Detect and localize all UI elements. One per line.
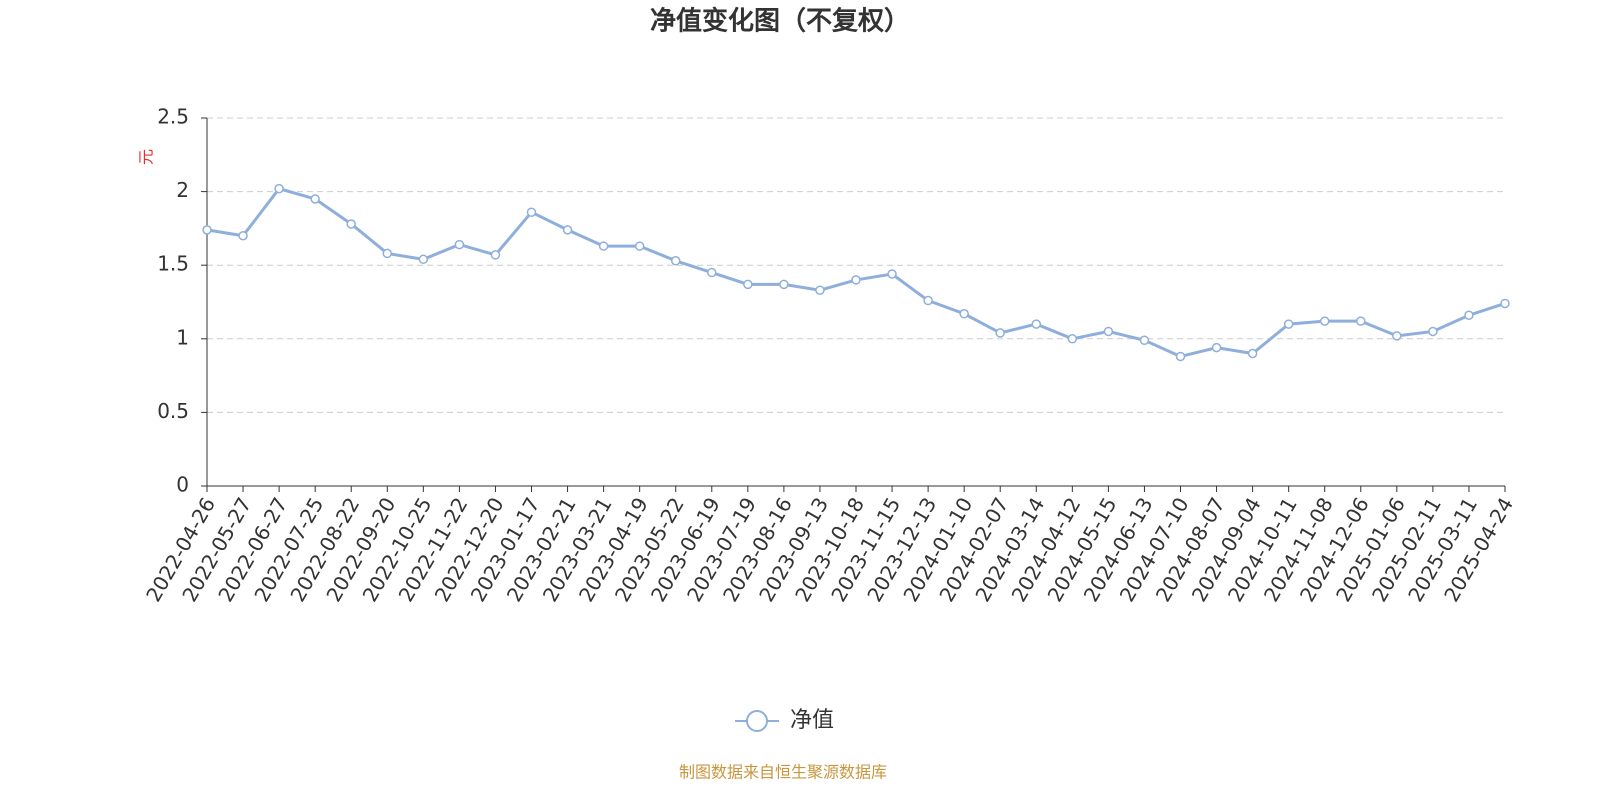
source-note: 制图数据来自恒生聚源数据库 bbox=[679, 763, 887, 782]
point bbox=[1500, 298, 1510, 309]
series-line bbox=[206, 186, 1506, 359]
point bbox=[959, 309, 969, 319]
point bbox=[1247, 348, 1258, 359]
point bbox=[1031, 319, 1042, 329]
point bbox=[1211, 342, 1222, 353]
point bbox=[1356, 316, 1366, 326]
legend-label: 净值 bbox=[790, 708, 834, 733]
point bbox=[526, 207, 537, 217]
point bbox=[238, 231, 248, 241]
point bbox=[707, 267, 717, 278]
point bbox=[1175, 351, 1186, 362]
point bbox=[1428, 326, 1438, 337]
y-tick-label: 1 bbox=[176, 325, 189, 349]
y-tick-label: 2 bbox=[176, 178, 189, 202]
y-tick-label: 2.5 bbox=[157, 105, 189, 129]
y-tick-label: 1.5 bbox=[157, 252, 189, 276]
point bbox=[995, 328, 1005, 338]
point bbox=[1319, 316, 1330, 326]
point bbox=[490, 250, 501, 260]
point bbox=[1392, 331, 1402, 341]
point bbox=[779, 279, 789, 290]
point bbox=[743, 279, 753, 290]
y-tick-label: 0.5 bbox=[157, 399, 189, 423]
point bbox=[382, 248, 393, 259]
legend-marker bbox=[746, 710, 768, 732]
y-axis-label: 元 bbox=[137, 149, 156, 165]
chart-title: 净值变化图（不复权） bbox=[650, 6, 910, 37]
point bbox=[815, 285, 825, 295]
point bbox=[1464, 310, 1474, 320]
point bbox=[1103, 326, 1114, 337]
point bbox=[310, 194, 320, 204]
point bbox=[274, 183, 284, 194]
point bbox=[598, 241, 609, 251]
point bbox=[1139, 335, 1150, 346]
point bbox=[670, 256, 681, 266]
y-tick-label: 0 bbox=[176, 473, 189, 497]
point bbox=[418, 254, 429, 265]
point bbox=[887, 269, 897, 279]
point bbox=[454, 239, 465, 250]
point bbox=[851, 275, 861, 285]
point bbox=[1283, 319, 1294, 329]
point bbox=[634, 241, 645, 251]
point bbox=[562, 225, 573, 235]
point bbox=[202, 225, 212, 235]
point bbox=[1067, 334, 1078, 344]
point bbox=[346, 219, 356, 229]
point bbox=[923, 295, 933, 306]
